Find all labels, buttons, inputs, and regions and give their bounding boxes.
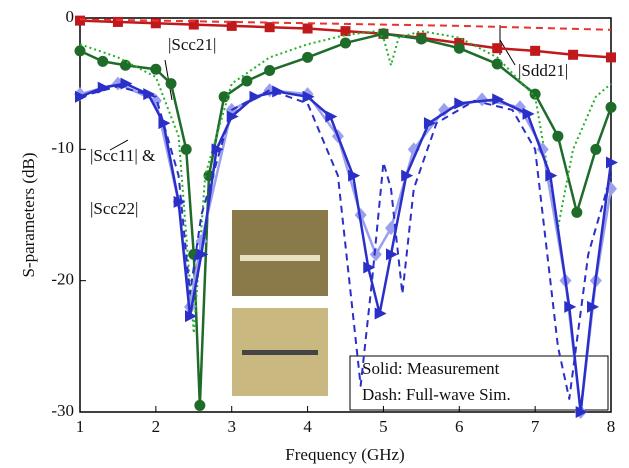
marker bbox=[218, 91, 230, 103]
marker bbox=[150, 18, 161, 29]
series-line bbox=[79, 18, 612, 31]
marker bbox=[605, 101, 617, 113]
y-tick-label: -10 bbox=[51, 138, 74, 157]
marker bbox=[492, 43, 503, 54]
marker bbox=[386, 248, 399, 261]
marker bbox=[377, 28, 389, 40]
marker bbox=[241, 75, 253, 87]
marker bbox=[571, 206, 583, 218]
marker bbox=[264, 22, 275, 33]
x-tick-label: 7 bbox=[531, 417, 540, 436]
marker bbox=[369, 247, 382, 262]
marker bbox=[606, 52, 616, 63]
marker bbox=[158, 117, 171, 130]
marker bbox=[226, 20, 237, 31]
annotation: |Scc21| bbox=[168, 35, 216, 54]
marker bbox=[150, 63, 162, 75]
marker bbox=[575, 406, 588, 418]
marker bbox=[97, 81, 110, 94]
x-axis-label: Frequency (GHz) bbox=[285, 445, 404, 464]
x-tick-label: 8 bbox=[607, 417, 616, 436]
marker bbox=[173, 195, 186, 208]
x-tick-label: 5 bbox=[379, 417, 388, 436]
marker bbox=[454, 97, 467, 110]
marker bbox=[325, 110, 338, 123]
annotation: |Scc11| & bbox=[90, 146, 155, 165]
marker bbox=[438, 102, 451, 117]
marker bbox=[423, 117, 436, 130]
series-line bbox=[79, 85, 612, 400]
marker bbox=[120, 77, 133, 90]
marker bbox=[530, 45, 541, 56]
marker bbox=[180, 143, 192, 155]
marker bbox=[75, 15, 85, 26]
marker bbox=[522, 107, 535, 120]
marker bbox=[120, 59, 132, 71]
photo-line bbox=[242, 350, 318, 355]
marker bbox=[188, 19, 199, 30]
marker bbox=[97, 55, 109, 67]
marker bbox=[363, 261, 376, 274]
marker bbox=[196, 248, 209, 261]
annotation: Solid: Measurement bbox=[362, 359, 500, 378]
annotation: Dash: Full-wave Sim. bbox=[362, 385, 511, 404]
marker bbox=[587, 300, 600, 313]
marker bbox=[194, 399, 206, 411]
marker bbox=[302, 51, 314, 63]
arrow bbox=[499, 39, 516, 66]
y-axis-label: S-parameters (dB) bbox=[19, 152, 38, 277]
photo-line bbox=[240, 255, 320, 261]
y-tick-label: 0 bbox=[66, 7, 75, 26]
annotation: |Scc22| bbox=[90, 199, 138, 218]
annotation: |Sdd21| bbox=[518, 61, 568, 80]
marker bbox=[492, 93, 505, 106]
marker bbox=[302, 90, 315, 103]
marker bbox=[374, 307, 387, 320]
marker bbox=[226, 110, 239, 123]
marker bbox=[529, 88, 541, 100]
marker bbox=[249, 90, 262, 103]
marker bbox=[143, 88, 156, 101]
marker bbox=[564, 300, 577, 313]
marker bbox=[165, 78, 177, 90]
marker bbox=[302, 23, 313, 34]
marker bbox=[590, 143, 602, 155]
marker bbox=[401, 169, 414, 182]
marker bbox=[264, 65, 276, 77]
marker bbox=[348, 169, 361, 182]
marker bbox=[75, 90, 87, 103]
plot-frame bbox=[79, 17, 612, 413]
marker bbox=[211, 143, 224, 156]
marker bbox=[552, 130, 564, 142]
marker bbox=[545, 169, 558, 182]
marker bbox=[340, 26, 351, 37]
y-tick-label: -30 bbox=[51, 401, 74, 420]
x-tick-label: 2 bbox=[152, 417, 161, 436]
marker bbox=[184, 310, 197, 323]
marker bbox=[340, 37, 351, 49]
note-box bbox=[349, 355, 609, 411]
marker bbox=[453, 42, 465, 54]
x-tick-label: 3 bbox=[227, 417, 236, 436]
marker bbox=[112, 16, 123, 27]
y-tick-label: -20 bbox=[51, 270, 74, 289]
marker bbox=[74, 45, 86, 57]
x-tick-label: 4 bbox=[303, 417, 312, 436]
x-tick-label: 1 bbox=[76, 417, 85, 436]
photo bbox=[232, 210, 328, 296]
marker bbox=[568, 49, 579, 60]
arrow bbox=[109, 139, 129, 151]
marker bbox=[415, 33, 427, 45]
marker bbox=[272, 85, 285, 98]
x-tick-label: 6 bbox=[455, 417, 464, 436]
photo-inset bbox=[232, 210, 328, 396]
marker bbox=[606, 156, 618, 169]
series-line bbox=[79, 82, 613, 414]
